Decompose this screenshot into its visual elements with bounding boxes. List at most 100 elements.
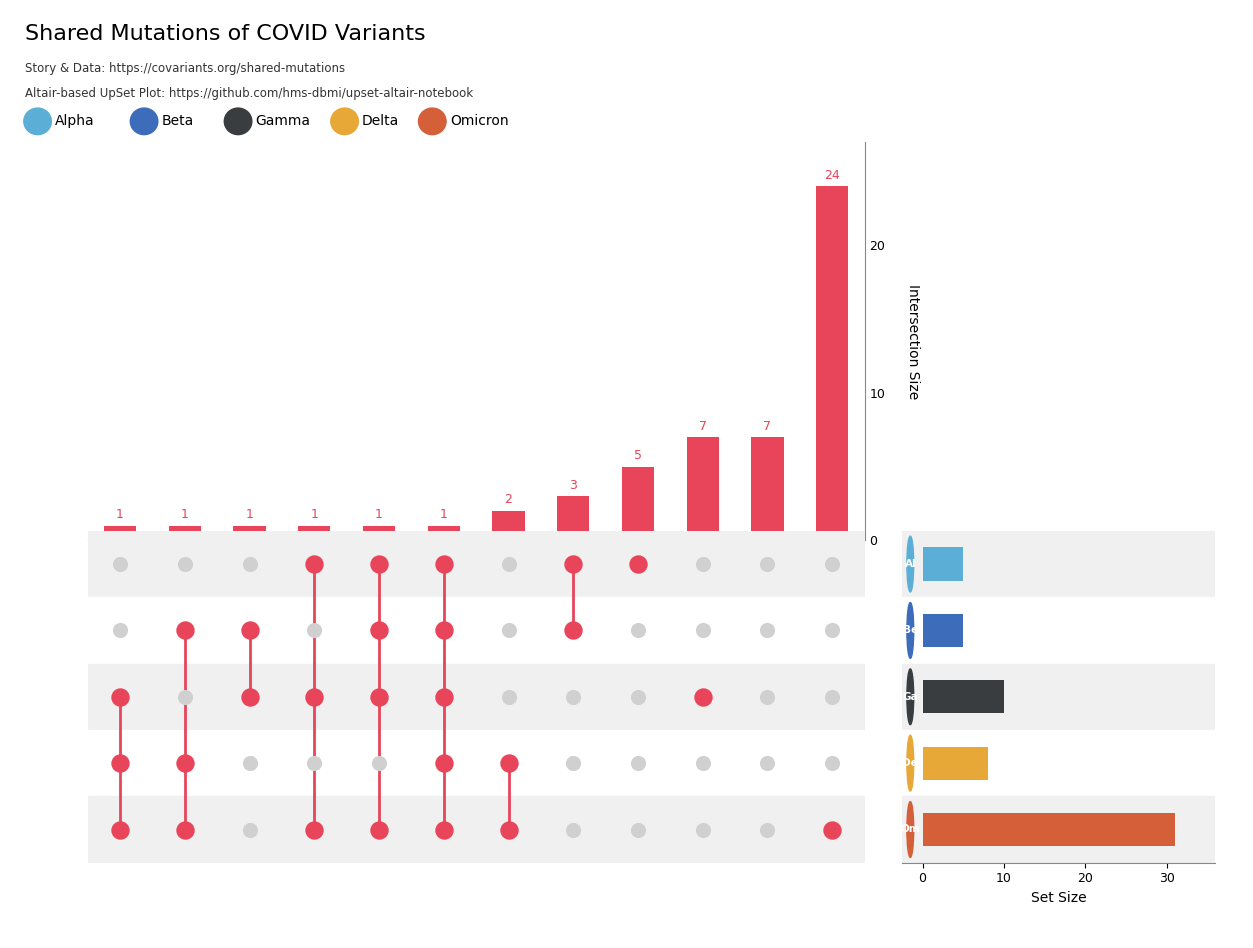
Point: [434, 556, 454, 572]
Bar: [88, 597, 865, 664]
Text: 1: 1: [311, 508, 318, 521]
Point: [174, 556, 195, 572]
Bar: [363, 525, 395, 540]
Point: [174, 822, 195, 837]
Point: [757, 623, 777, 638]
Point: [239, 689, 259, 704]
Point: [822, 689, 842, 704]
Bar: [88, 531, 865, 597]
Bar: [169, 525, 200, 540]
Text: Story & Data: https://covariants.org/shared-mutations: Story & Data: https://covariants.org/sha…: [25, 62, 345, 75]
Text: Be: Be: [902, 626, 918, 635]
Point: [368, 822, 388, 837]
Point: [693, 756, 713, 771]
Text: 24: 24: [824, 169, 840, 182]
Point: [757, 556, 777, 572]
Text: 1: 1: [246, 508, 253, 521]
Bar: [902, 730, 1215, 796]
Point: [822, 556, 842, 572]
Point: [628, 756, 648, 771]
Point: [563, 689, 583, 704]
Point: [434, 689, 454, 704]
Bar: [88, 730, 865, 796]
Bar: [922, 747, 987, 780]
Point: [693, 822, 713, 837]
Text: 2: 2: [505, 494, 512, 506]
Text: Om: Om: [901, 825, 920, 834]
Point: [110, 556, 130, 572]
Text: 7: 7: [699, 420, 707, 432]
Point: [822, 756, 842, 771]
Text: Alpha: Alpha: [55, 115, 95, 128]
Point: [822, 623, 842, 638]
Point: [110, 623, 130, 638]
Point: [757, 689, 777, 704]
Bar: [558, 496, 589, 540]
Point: [693, 689, 713, 704]
Text: Al: Al: [905, 559, 916, 569]
Bar: [752, 437, 783, 540]
Circle shape: [907, 736, 913, 791]
Bar: [902, 531, 1215, 597]
Point: [499, 556, 519, 572]
Point: [628, 689, 648, 704]
Circle shape: [907, 603, 913, 658]
Point: [693, 556, 713, 572]
Bar: [298, 525, 331, 540]
Circle shape: [907, 537, 913, 592]
Point: [368, 556, 388, 572]
Point: [368, 689, 388, 704]
Text: Omicron: Omicron: [450, 115, 509, 128]
Point: [110, 689, 130, 704]
Text: 3: 3: [569, 479, 578, 492]
Text: Beta: Beta: [162, 115, 194, 128]
Point: [434, 623, 454, 638]
Text: 1: 1: [440, 508, 447, 521]
Point: [434, 756, 454, 771]
Point: [628, 822, 648, 837]
Text: 7: 7: [763, 420, 772, 432]
Bar: [922, 614, 964, 647]
Point: [304, 623, 325, 638]
Point: [368, 756, 388, 771]
Point: [239, 756, 259, 771]
Point: [757, 822, 777, 837]
Bar: [922, 681, 1004, 714]
Point: [304, 689, 325, 704]
Point: [628, 556, 648, 572]
Text: 1: 1: [375, 508, 383, 521]
Point: [174, 756, 195, 771]
Point: [368, 623, 388, 638]
Bar: [88, 796, 865, 863]
Bar: [233, 525, 266, 540]
Point: [110, 822, 130, 837]
X-axis label: Set Size: Set Size: [1031, 891, 1086, 905]
Y-axis label: Intersection Size: Intersection Size: [906, 283, 920, 399]
Point: [757, 756, 777, 771]
Point: [434, 822, 454, 837]
Point: [239, 822, 259, 837]
Bar: [621, 466, 654, 540]
Text: Gamma: Gamma: [256, 115, 311, 128]
Text: 1: 1: [117, 508, 124, 521]
Bar: [492, 511, 525, 540]
Bar: [902, 664, 1215, 730]
Circle shape: [907, 802, 913, 857]
Point: [563, 822, 583, 837]
Bar: [922, 813, 1175, 847]
Circle shape: [907, 669, 913, 724]
Bar: [922, 548, 964, 581]
Bar: [902, 796, 1215, 863]
Bar: [104, 525, 137, 540]
Point: [822, 822, 842, 837]
Point: [563, 756, 583, 771]
Point: [499, 689, 519, 704]
Point: [563, 623, 583, 638]
Point: [693, 623, 713, 638]
Bar: [902, 597, 1215, 664]
Point: [628, 623, 648, 638]
Bar: [427, 525, 460, 540]
Text: 5: 5: [634, 449, 642, 463]
Point: [499, 822, 519, 837]
Text: Altair-based UpSet Plot: https://github.com/hms-dbmi/upset-altair-notebook: Altair-based UpSet Plot: https://github.…: [25, 87, 474, 100]
